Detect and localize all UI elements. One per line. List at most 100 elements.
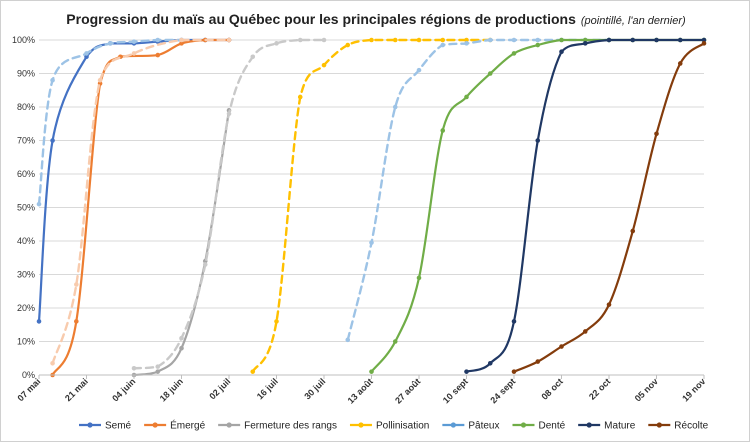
legend-swatch-marker: [450, 422, 456, 428]
series: [464, 37, 707, 374]
data-point: [416, 37, 422, 43]
x-tick-label: 18 juin: [158, 376, 185, 403]
data-point: [274, 319, 279, 324]
x-tick-label: 16 juil: [255, 376, 280, 401]
y-tick-label: 30%: [17, 270, 35, 280]
data-point: [369, 37, 374, 43]
data-point: [606, 302, 612, 307]
legend-label: Denté: [538, 421, 565, 432]
data-point: [74, 282, 79, 287]
x-tick-label: 13 août: [346, 376, 375, 405]
data-point: [297, 37, 303, 43]
x-tick-label: 21 mai: [63, 376, 90, 403]
data-point: [654, 37, 659, 43]
data-point: [487, 71, 493, 76]
data-point: [440, 42, 446, 48]
x-tick-label: 22 oct: [587, 376, 612, 401]
data-point: [440, 128, 446, 133]
legend-swatch-marker: [520, 422, 527, 428]
series-line: [51, 38, 231, 365]
data-point: [701, 37, 707, 43]
legend-label: Fermeture des rangs: [244, 421, 337, 432]
data-point: [559, 49, 564, 55]
legend-item: Mature: [578, 421, 636, 432]
x-tick-label: 08 oct: [539, 376, 564, 401]
data-point: [511, 37, 517, 43]
legend-swatch-marker: [358, 422, 364, 428]
data-point: [107, 41, 113, 46]
data-point: [582, 37, 588, 43]
series-line: [37, 38, 183, 206]
data-point: [297, 94, 303, 100]
legend-item: Fermeture des rangs: [218, 421, 337, 432]
legend-label: Mature: [604, 421, 636, 432]
legend-item: Pâteux: [442, 421, 499, 432]
legend-label: Émergé: [170, 419, 205, 432]
data-point: [131, 51, 137, 56]
data-point: [416, 275, 422, 281]
data-point: [677, 61, 683, 66]
series-line: [251, 38, 492, 373]
chart-title-line: Progression du maïs au Québec pour les p…: [66, 11, 686, 27]
data-point: [36, 319, 42, 324]
series: [131, 37, 327, 371]
grid: [39, 39, 704, 376]
legend-label: Semé: [105, 421, 132, 432]
data-point: [274, 41, 279, 46]
data-point: [50, 360, 55, 366]
data-point: [582, 41, 588, 46]
x-tick-label: 02 juil: [207, 376, 232, 401]
chart-title: Progression du maïs au Québec pour les p…: [66, 11, 576, 27]
data-point: [369, 240, 374, 245]
series-line: [132, 38, 326, 370]
x-tick-label: 07 mai: [16, 376, 43, 403]
series: [250, 37, 493, 374]
legend-label: Pâteux: [468, 421, 499, 432]
y-tick-label: 90%: [17, 69, 35, 79]
data-point: [440, 37, 446, 43]
data-point: [345, 337, 351, 343]
data-point: [155, 37, 161, 43]
data-point: [511, 319, 517, 324]
data-point: [250, 369, 256, 374]
legend-swatch-marker: [152, 422, 158, 428]
data-point: [131, 39, 137, 44]
data-point: [511, 369, 517, 374]
data-point: [179, 37, 184, 43]
y-tick-label: 40%: [17, 236, 35, 246]
data-point: [559, 344, 564, 349]
data-point: [606, 37, 612, 43]
legend-item: Semé: [79, 421, 132, 432]
x-tick-label: 27 août: [393, 376, 422, 405]
y-tick-label: 60%: [17, 169, 35, 179]
data-point: [392, 339, 398, 344]
data-point: [630, 37, 636, 43]
legend-swatch-marker: [226, 422, 232, 428]
data-point: [321, 37, 327, 43]
data-point: [250, 54, 256, 60]
data-point: [155, 369, 161, 374]
data-point: [226, 111, 232, 116]
x-tick-label: 24 sept: [488, 376, 517, 405]
data-point: [630, 228, 636, 234]
data-point: [392, 104, 398, 110]
legend: Semé Émergé Fermeture des rangs Pollinisati…: [79, 419, 709, 432]
data-point: [369, 369, 374, 374]
chart-subtitle: (pointillé, l'an dernier): [581, 15, 686, 27]
legend-swatch-marker: [656, 422, 662, 428]
legend-item: Denté: [512, 421, 566, 432]
series-line: [465, 38, 706, 373]
data-point: [345, 42, 351, 48]
data-point: [179, 41, 184, 46]
series: [36, 37, 184, 207]
data-point: [50, 138, 55, 143]
x-tick-label: 10 sept: [441, 376, 470, 405]
x-tick-label: 30 juil: [302, 376, 327, 401]
data-point: [464, 37, 469, 43]
data-point: [487, 37, 493, 43]
series: [369, 37, 707, 374]
data-point: [511, 51, 517, 56]
axes: 0% 10% 20% 30% 40% 50% 60% 70% 80% 90% 100% 07 mai 2…: [12, 35, 707, 406]
